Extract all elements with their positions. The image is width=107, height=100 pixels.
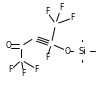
Text: O: O bbox=[65, 46, 70, 56]
Text: F: F bbox=[45, 8, 49, 16]
Text: F: F bbox=[9, 66, 13, 74]
Text: F: F bbox=[21, 68, 26, 78]
Text: Si: Si bbox=[79, 46, 86, 56]
Text: Si: Si bbox=[79, 46, 86, 56]
Text: F: F bbox=[59, 4, 63, 12]
Text: F: F bbox=[71, 14, 75, 22]
Text: O: O bbox=[6, 42, 11, 50]
Text: F: F bbox=[34, 64, 39, 74]
Text: F: F bbox=[45, 54, 49, 62]
